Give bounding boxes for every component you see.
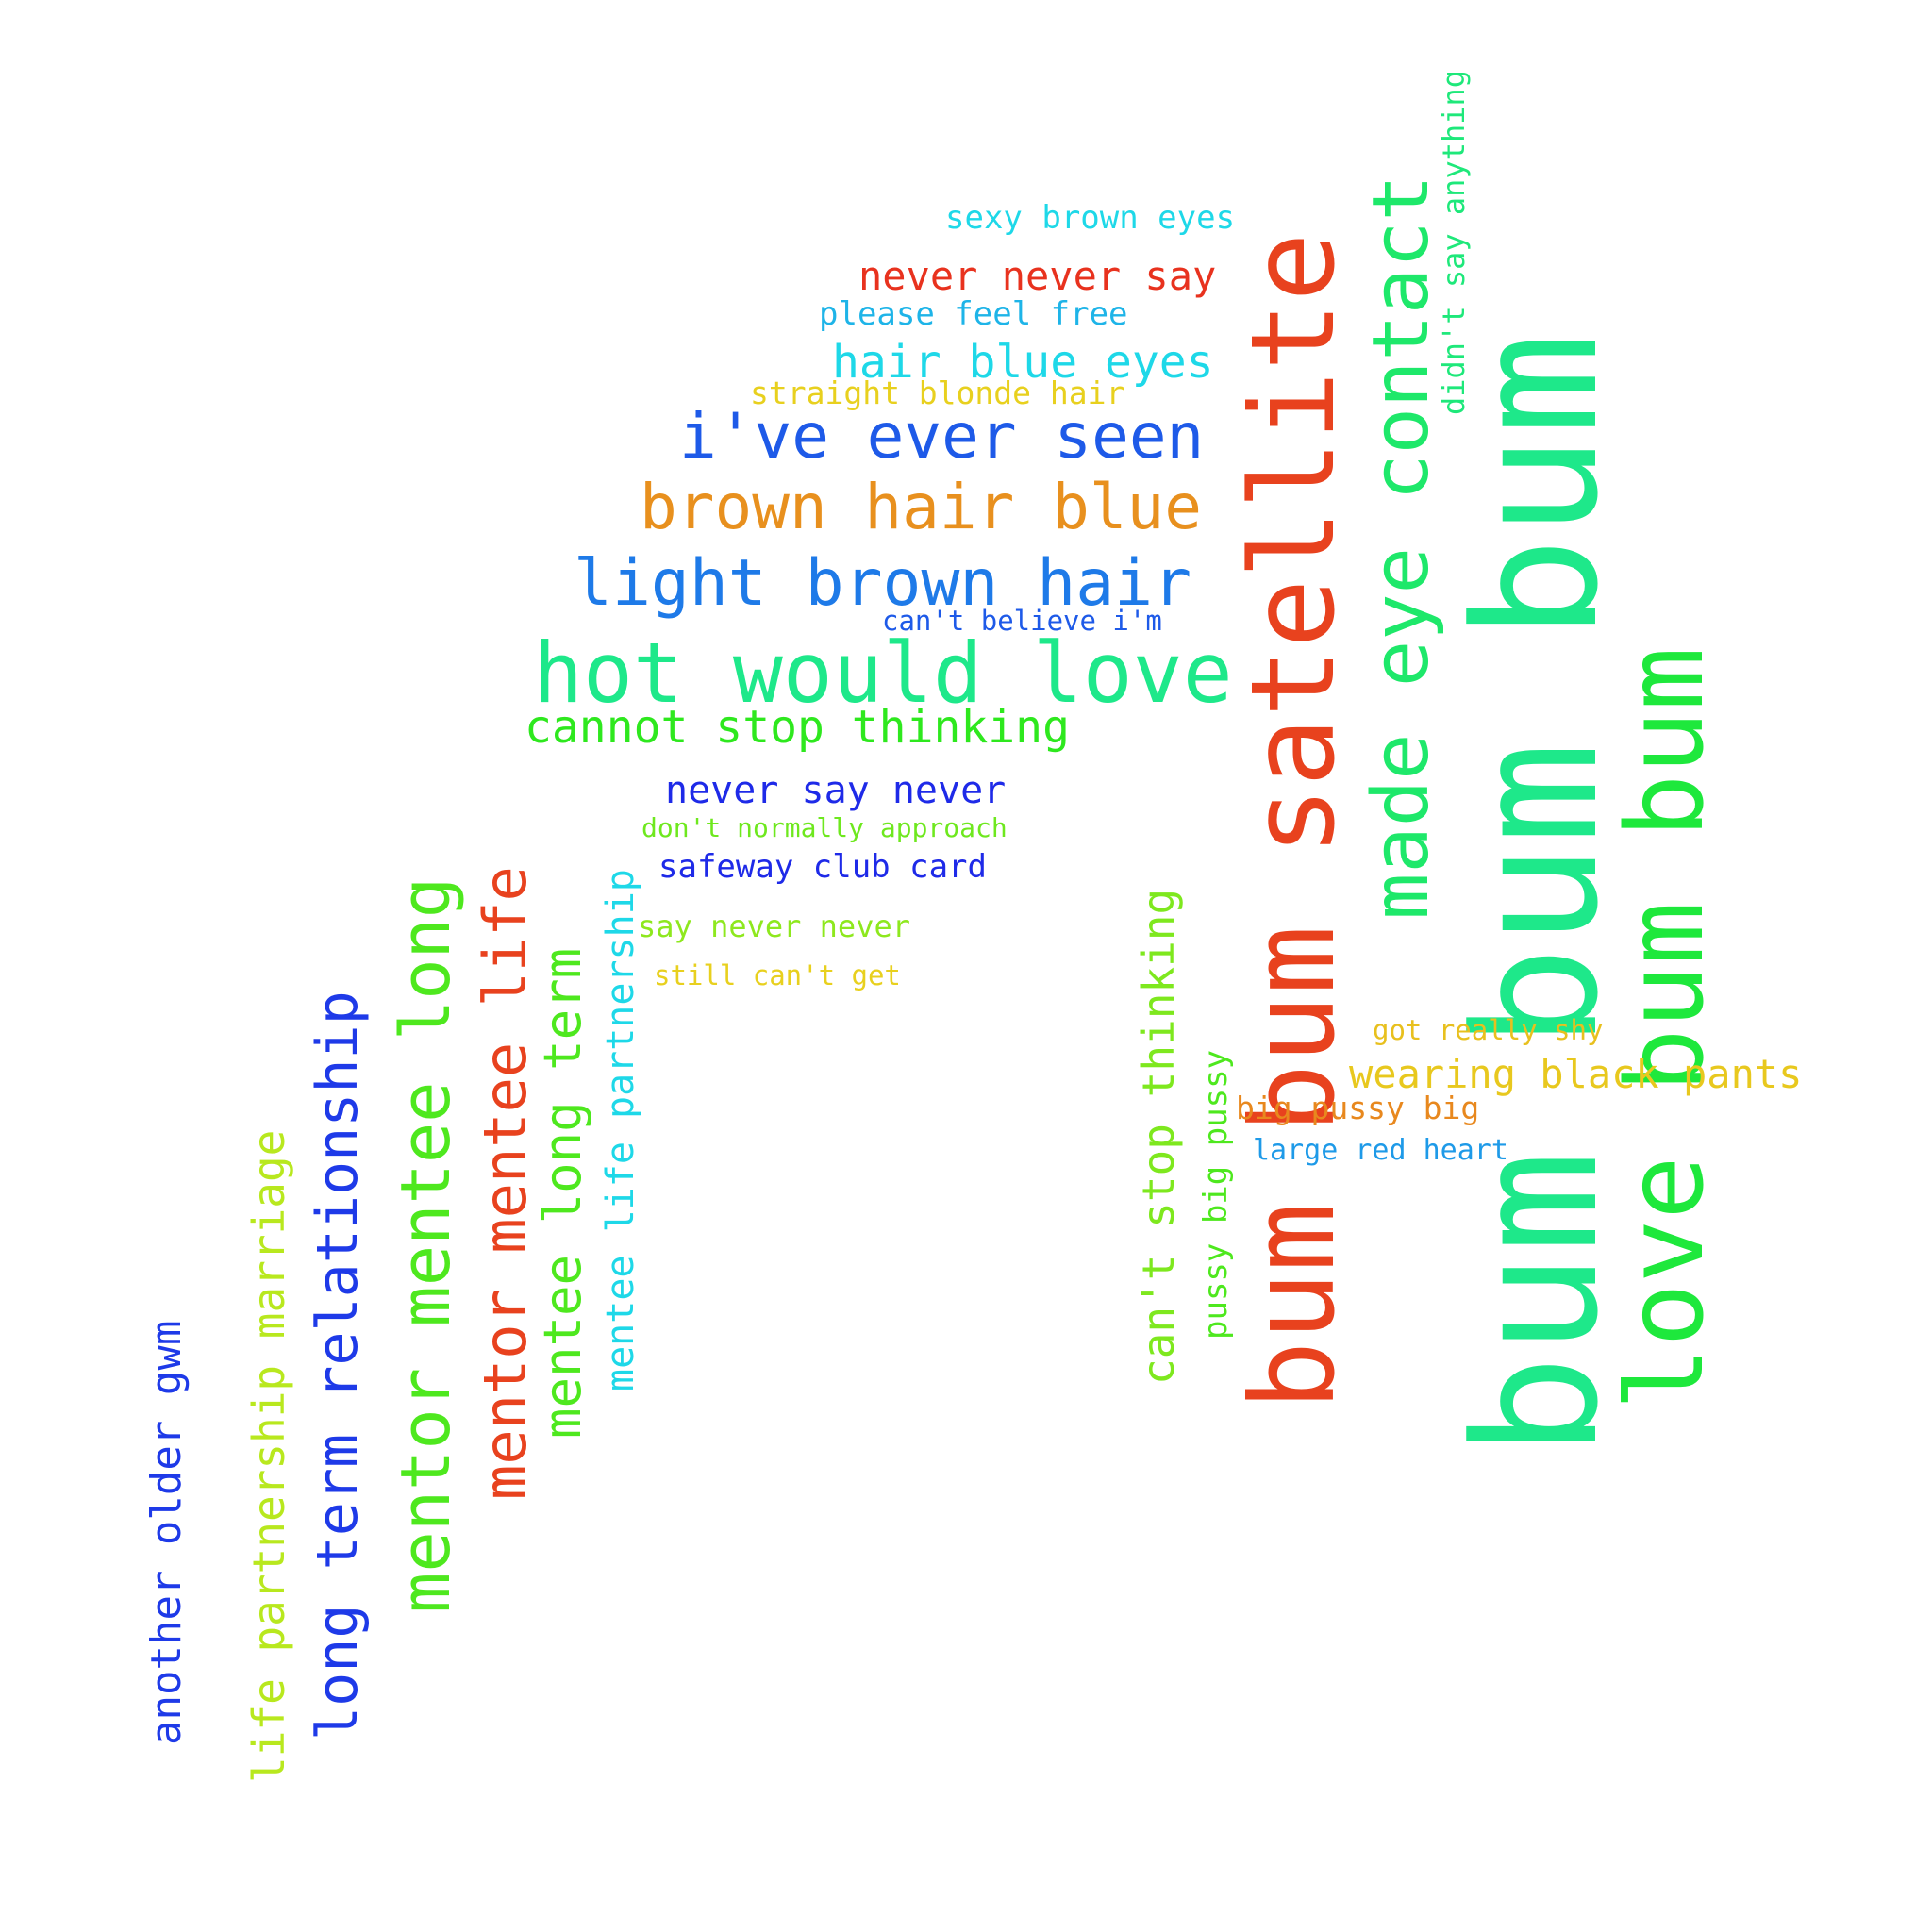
word-got-really-shy: got really shy (1373, 1014, 1604, 1046)
word-love-bum-bum: love bum bum (1605, 646, 1727, 1410)
word-cannot-stop-thinking: cannot stop thinking (525, 701, 1070, 754)
word-mentee-long-term: mentee long term (533, 947, 592, 1439)
word-still-cant-get: still can't get (654, 959, 901, 991)
word-cant-believe-im: can't believe i'm (882, 605, 1162, 637)
word-long-term-relationship: long term relationship (305, 991, 371, 1740)
word-large-red-heart: large red heart (1253, 1134, 1508, 1167)
word-brown-hair-blue: brown hair blue (640, 471, 1203, 543)
word-didnt-say-anything: didn't say anything (1436, 69, 1472, 415)
word-mentee-life-partnership: mentee life partnership (599, 869, 642, 1391)
word-straight-blonde-hair: straight blonde hair (750, 375, 1125, 411)
word-bum-bum-satellite: bum bum satellite (1226, 232, 1360, 1410)
word-cant-stop-thinking: can't stop thinking (1133, 888, 1184, 1385)
word-never-say-never: never say never (665, 769, 1007, 812)
word-safeway-club-card: safeway club card (658, 848, 987, 886)
word-dont-normally-approach: don't normally approach (641, 812, 1008, 843)
word-big-pussy-big: big pussy big (1236, 1090, 1480, 1126)
word-another-older-gwm: another older gwm (142, 1320, 191, 1745)
word-pussy-big-pussy: pussy big pussy (1197, 1049, 1235, 1340)
word-never-never-say: never never say (858, 253, 1217, 299)
word-please-feel-free: please feel free (819, 295, 1128, 333)
word-hot-would-love: hot would love (533, 625, 1233, 722)
word-sexy-brown-eyes: sexy brown eyes (945, 199, 1236, 237)
word-say-never-never: say never never (638, 908, 910, 944)
word-wearing-black-pants: wearing black pants (1349, 1051, 1803, 1097)
word-life-partnership-marriage: life partnership marriage (243, 1129, 294, 1783)
word-hair-blue-eyes: hair blue eyes (832, 336, 1214, 389)
word-light-brown-hair: light brown hair (574, 546, 1192, 621)
word-mentor-mentee-life: mentor mentee life (471, 866, 540, 1500)
word-made-eye-contact: made eye contact (1357, 175, 1446, 920)
word-mentor-mentee-long: mentor mentee long (386, 876, 465, 1613)
word-ive-ever-seen: i've ever seen (679, 400, 1205, 473)
word-bum-bum-bum: bum bum bum (1439, 332, 1636, 1457)
